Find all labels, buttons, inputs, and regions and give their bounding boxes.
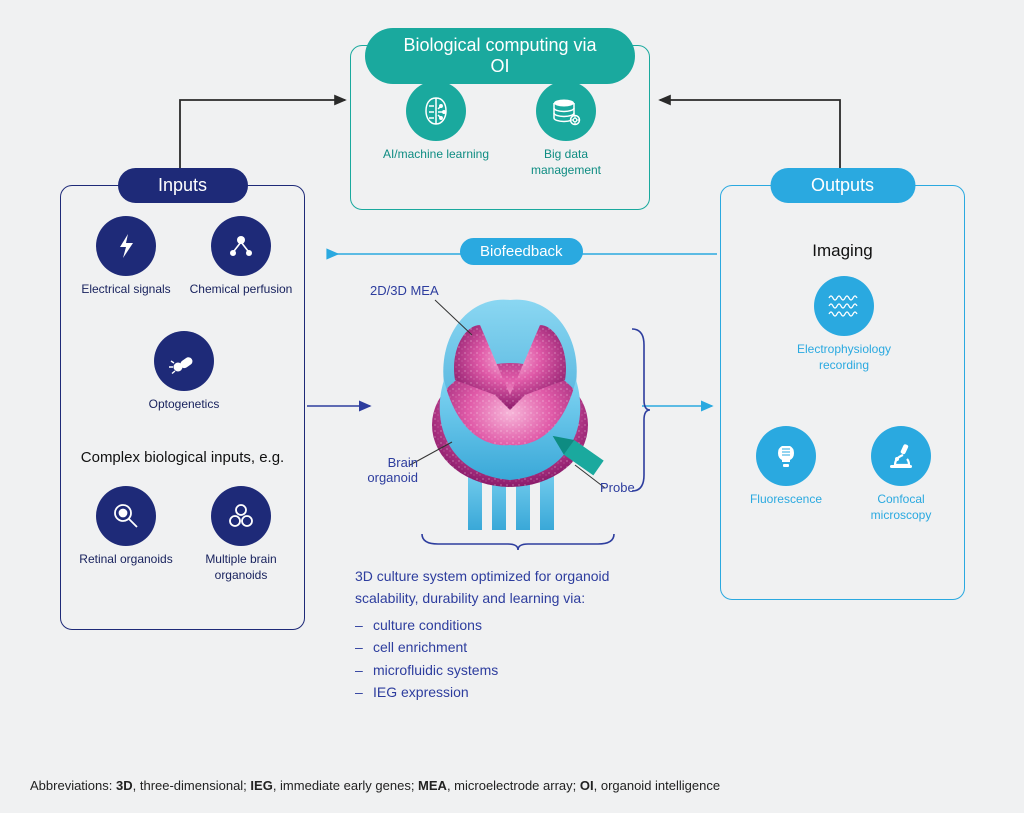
mea-label: 2D/3D MEA (370, 283, 439, 298)
electrophysiology-label: Electrophysiology recording (789, 342, 899, 373)
inputs-title-pill: Inputs (118, 168, 248, 203)
outputs-panel: Outputs Imaging Electrophysiology record… (720, 185, 965, 600)
desc-bullet: –IEG expression (355, 681, 675, 703)
fluorescence-icon (756, 426, 816, 486)
fluorescence-item: Fluorescence (731, 426, 841, 508)
multiple-brain-organoids-icon (211, 486, 271, 546)
inputs-panel: Inputs Electrical signals Chemical perfu… (60, 185, 305, 630)
desc-bullet: –microfluidic systems (355, 659, 675, 681)
ai-ml-label: AI/machine learning (381, 147, 491, 163)
electrical-signals-item: Electrical signals (71, 216, 181, 298)
fluorescence-label: Fluorescence (731, 492, 841, 508)
confocal-microscopy-icon (871, 426, 931, 486)
confocal-microscopy-item: Confocal microscopy (846, 426, 956, 523)
confocal-microscopy-label: Confocal microscopy (846, 492, 956, 523)
desc-bullet: –cell enrichment (355, 636, 675, 658)
retinal-organoids-label: Retinal organoids (71, 552, 181, 568)
optogenetics-item: Optogenetics (129, 331, 239, 413)
big-data-label: Big data management (511, 147, 621, 178)
outputs-heading: Imaging (721, 241, 964, 261)
abbreviations-line: Abbreviations: 3D, three-dimensional; IE… (30, 778, 720, 793)
retinal-organoids-item: Retinal organoids (71, 486, 181, 568)
electrical-signals-icon (96, 216, 156, 276)
electrophysiology-icon (814, 276, 874, 336)
optogenetics-icon (154, 331, 214, 391)
bracket-right-of-organoid (628, 325, 652, 495)
big-data-icon (536, 81, 596, 141)
outputs-title-pill: Outputs (770, 168, 915, 203)
organoid-illustration (380, 280, 640, 540)
big-data-item: Big data management (511, 81, 621, 178)
biological-computing-panel: Biological computing via OI AI/machine l… (350, 45, 650, 210)
retinal-organoids-icon (96, 486, 156, 546)
multiple-brain-organoids-item: Multiple brain organoids (186, 486, 296, 583)
chemical-perfusion-label: Chemical perfusion (186, 282, 296, 298)
electrical-signals-label: Electrical signals (71, 282, 181, 298)
bracket-below-organoid (418, 530, 618, 552)
electrophysiology-item: Electrophysiology recording (789, 276, 899, 373)
ai-ml-icon (406, 81, 466, 141)
brain-organoid-label: Brain organoid (358, 455, 418, 485)
desc-bullet: –culture conditions (355, 614, 675, 636)
arrow-center-to-outputs (640, 398, 720, 418)
multiple-brain-organoids-label: Multiple brain organoids (186, 552, 296, 583)
center-description: 3D culture system optimized for organoid… (355, 565, 675, 703)
biofeedback-pill: Biofeedback (460, 238, 583, 265)
inputs-subheading: Complex biological inputs, e.g. (61, 449, 304, 466)
arrow-inputs-to-center (305, 398, 385, 418)
ai-ml-item: AI/machine learning (381, 81, 491, 163)
center-desc-bullets: –culture conditions–cell enrichment–micr… (355, 614, 675, 704)
top-panel-title-pill: Biological computing via OI (365, 28, 635, 84)
chemical-perfusion-item: Chemical perfusion (186, 216, 296, 298)
chemical-perfusion-icon (211, 216, 271, 276)
optogenetics-label: Optogenetics (129, 397, 239, 413)
center-desc-intro: 3D culture system optimized for organoid… (355, 565, 675, 610)
